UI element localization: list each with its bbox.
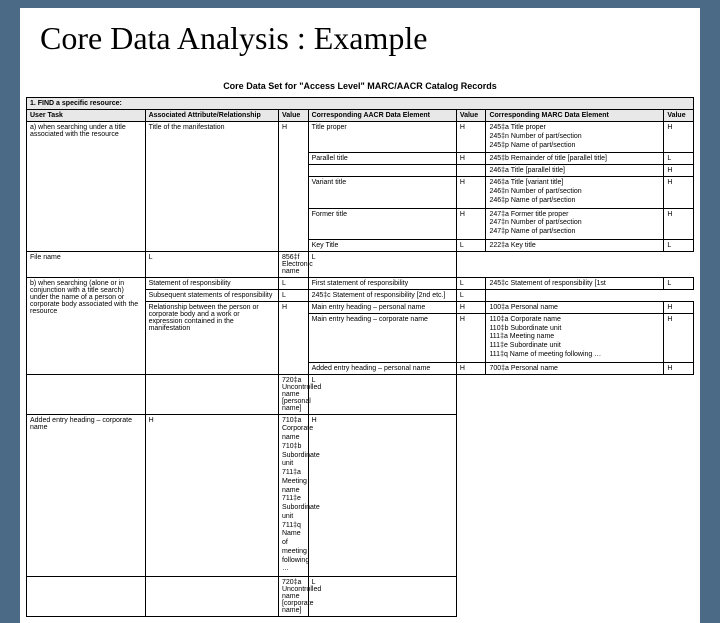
table-cell: 110‡a Corporate name110‡b Subordinate un…	[486, 313, 664, 362]
table-cell: L	[664, 277, 694, 289]
table-cell	[145, 577, 278, 617]
table-cell: 245‡c Statement of responsibility [1st	[486, 277, 664, 289]
table-row: 720‡a Uncontrolled name [personal name]L	[27, 374, 694, 414]
table-cell: Key Title	[308, 239, 456, 251]
table-cell: L	[456, 239, 486, 251]
table-cell: 246‡a Title [parallel title]	[486, 165, 664, 177]
table-cell: H	[664, 313, 694, 362]
table-container: Core Data Set for "Access Level" MARC/AA…	[20, 73, 700, 623]
table-cell: Added entry heading – personal name	[308, 362, 456, 374]
table-cell: Former title	[308, 208, 456, 239]
table-cell: 222‡a Key title	[486, 239, 664, 251]
table-cell	[27, 577, 146, 617]
col-header-2: Value	[278, 110, 308, 122]
table-cell: L	[145, 251, 278, 277]
table-cell: H	[664, 362, 694, 374]
table-cell: 247‡a Former title proper247‡n Number of…	[486, 208, 664, 239]
table-cell: H	[456, 362, 486, 374]
table-cell: L	[278, 277, 308, 289]
table-cell: 100‡a Personal name	[486, 301, 664, 313]
col-header-4: Value	[456, 110, 486, 122]
table-cell: Added entry heading – corporate name	[27, 414, 146, 577]
table-cell: 700‡a Personal name	[486, 362, 664, 374]
table-cell: 856‡f Electronic name	[278, 251, 308, 277]
table-cell: Title of the manifestation	[145, 122, 278, 252]
table-cell: a) when searching under a title associat…	[27, 122, 146, 252]
table-cell: 246‡a Title [variant title]246‡n Number …	[486, 177, 664, 208]
table-cell: L	[456, 289, 486, 301]
table-cell: 245‡c Statement of responsibility [2nd e…	[308, 289, 456, 301]
table-cell: 720‡a Uncontrolled name [corporate name]	[278, 577, 308, 617]
table-cell: b) when searching (alone or in conjuncti…	[27, 277, 146, 374]
table-cell: First statement of responsibility	[308, 277, 456, 289]
page-number: 8	[692, 516, 698, 528]
table-title: Core Data Set for "Access Level" MARC/AA…	[26, 77, 694, 97]
table-cell: Subsequent statements of responsibility	[145, 289, 278, 301]
table-cell: L	[664, 239, 694, 251]
table-cell: Variant title	[308, 177, 456, 208]
table-cell: 245‡b Remainder of title [parallel title…	[486, 153, 664, 165]
section-header: 1. FIND a specific resource:	[27, 98, 694, 110]
table-cell	[145, 374, 278, 414]
table-cell: H	[456, 208, 486, 239]
table-cell: L	[456, 277, 486, 289]
table-row: a) when searching under a title associat…	[27, 122, 694, 153]
title-bar: Core Data Analysis : Example	[20, 8, 700, 73]
table-row: b) when searching (alone or in conjuncti…	[27, 277, 694, 289]
table-cell: Main entry heading – personal name	[308, 301, 456, 313]
table-row: 720‡a Uncontrolled name [corporate name]…	[27, 577, 694, 617]
col-header-5: Corresponding MARC Data Element	[486, 110, 664, 122]
table-cell: L	[664, 153, 694, 165]
table-cell: H	[278, 301, 308, 374]
table-cell	[27, 374, 146, 414]
table-cell: H	[664, 208, 694, 239]
table-cell: Title proper	[308, 122, 456, 153]
table-cell: 710‡a Corporate name710‡b Subordinate un…	[278, 414, 308, 577]
table-row: File nameL856‡f Electronic nameL	[27, 251, 694, 277]
table-cell	[308, 165, 456, 177]
core-data-table: 1. FIND a specific resource:User TaskAss…	[26, 97, 694, 617]
table-cell	[456, 165, 486, 177]
table-cell: 245‡a Title proper245‡n Number of part/s…	[486, 122, 664, 153]
table-cell: L	[308, 577, 456, 617]
table-cell: H	[456, 177, 486, 208]
table-cell: 720‡a Uncontrolled name [personal name]	[278, 374, 308, 414]
table-cell: Statement of responsibility	[145, 277, 278, 289]
table-cell: H	[664, 165, 694, 177]
table-cell: H	[456, 313, 486, 362]
table-cell: H	[664, 122, 694, 153]
table-cell: Parallel title	[308, 153, 456, 165]
col-header-3: Corresponding AACR Data Element	[308, 110, 456, 122]
table-cell: H	[145, 414, 278, 577]
table-cell: H	[456, 301, 486, 313]
slide-title: Core Data Analysis : Example	[40, 20, 680, 57]
table-cell: H	[308, 414, 456, 577]
table-row: Added entry heading – corporate nameH710…	[27, 414, 694, 577]
table-cell: File name	[27, 251, 146, 277]
col-header-1: Associated Attribute/Relationship	[145, 110, 278, 122]
col-header-0: User Task	[27, 110, 146, 122]
table-cell: Main entry heading – corporate name	[308, 313, 456, 362]
table-cell: L	[308, 374, 456, 414]
table-cell: H	[664, 301, 694, 313]
table-cell: Relationship between the person or corpo…	[145, 301, 278, 374]
table-cell: L	[278, 289, 308, 301]
table-cell: L	[308, 251, 456, 277]
table-cell: H	[456, 122, 486, 153]
table-cell: H	[456, 153, 486, 165]
col-header-6: Value	[664, 110, 694, 122]
table-cell: H	[664, 177, 694, 208]
table-cell: H	[278, 122, 308, 252]
